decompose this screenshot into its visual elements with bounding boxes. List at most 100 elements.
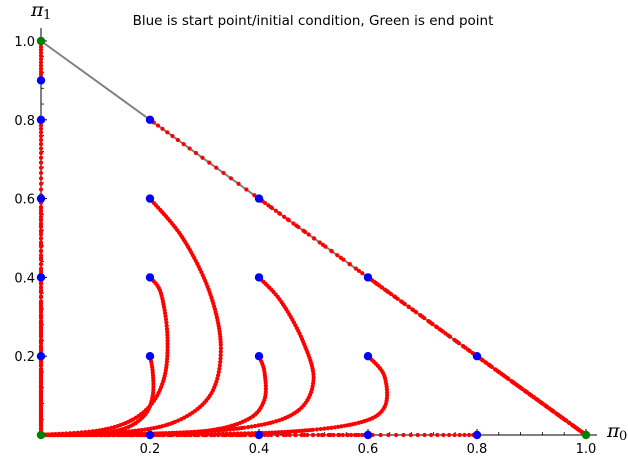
x-tick-label: 0.8 <box>467 442 488 457</box>
trajectory-point <box>112 424 117 430</box>
x-tick-label: 0.2 <box>140 442 161 457</box>
trajectory-point <box>119 432 125 438</box>
trajectory-point <box>356 420 361 425</box>
trajectory-point <box>38 150 44 156</box>
x-axis-label-subscript: 0 <box>619 429 627 444</box>
start-points-layer <box>36 76 482 440</box>
trajectory-point <box>38 56 44 62</box>
trajectory-point <box>38 133 44 139</box>
start-point <box>145 352 155 361</box>
trajectory-point <box>356 268 362 273</box>
trajectory-point <box>38 176 44 181</box>
trajectory-point <box>325 426 331 431</box>
start-point <box>145 273 155 282</box>
trajectory-point <box>563 418 568 423</box>
trajectory-point <box>38 404 44 409</box>
trajectory-point <box>567 420 572 426</box>
trajectory-point <box>388 291 394 297</box>
trajectory-point <box>138 432 144 438</box>
trajectory-point <box>555 412 560 417</box>
y-axis-label: π <box>30 0 44 21</box>
start-point <box>472 352 482 361</box>
trajectory-point <box>360 271 365 276</box>
trajectory-point <box>336 424 341 429</box>
start-point <box>145 430 155 440</box>
trajectory-point <box>135 432 140 438</box>
trajectory-point <box>98 432 103 438</box>
trajectory-point <box>142 427 147 432</box>
trajectory-1 <box>41 275 170 437</box>
trajectory-point <box>349 432 354 438</box>
trajectory-point <box>38 384 44 390</box>
trajectory-9 <box>474 354 587 436</box>
start-point <box>36 76 46 85</box>
trajectory-point <box>165 350 170 355</box>
trajectory-point <box>282 214 287 219</box>
trajectory-point <box>266 203 271 208</box>
start-point <box>36 194 46 203</box>
trajectory-point <box>38 53 44 58</box>
trajectory-point <box>329 425 334 430</box>
start-point <box>36 273 46 282</box>
trajectory-point <box>456 341 461 346</box>
trajectory-point <box>165 329 170 335</box>
trajectory-point <box>38 181 44 186</box>
trajectory-point <box>401 432 406 438</box>
trajectory-point <box>163 314 168 319</box>
trajectory-point <box>408 432 413 438</box>
trajectory-point <box>38 390 44 395</box>
trajectory-point <box>286 218 291 223</box>
trajectory-point <box>38 327 44 332</box>
trajectory-point <box>312 236 317 241</box>
trajectory-point <box>252 193 257 198</box>
trajectory-point <box>263 383 268 389</box>
trajectory-point <box>165 338 170 343</box>
trajectory-point <box>269 205 275 211</box>
trajectory-point <box>305 432 310 438</box>
trajectory-point <box>414 310 419 315</box>
trajectory-point <box>218 359 223 365</box>
y-tick-label: 0.6 <box>14 193 35 208</box>
trajectory-point <box>38 268 44 273</box>
chart-title: Blue is start point/initial condition, G… <box>133 13 494 29</box>
trajectory-point <box>447 334 453 339</box>
trajectory-point <box>418 313 423 318</box>
trajectory-point <box>382 287 387 292</box>
trajectory-point <box>38 170 44 176</box>
trajectory-point <box>97 428 102 433</box>
trajectory-point <box>215 428 220 433</box>
trajectory-point <box>217 363 222 368</box>
trajectory-point <box>217 366 222 371</box>
trajectory-point <box>38 294 44 300</box>
trajectory-point <box>218 342 223 347</box>
trajectory-point <box>72 432 77 438</box>
trajectory-point <box>340 432 345 438</box>
trajectory-point <box>38 379 44 384</box>
trajectory-point <box>38 320 44 325</box>
trajectory-point <box>570 423 575 428</box>
trajectory-point <box>331 432 336 438</box>
trajectory-point <box>236 181 241 186</box>
trajectory-point <box>335 253 340 258</box>
trajectory-point <box>38 285 44 290</box>
trajectory-point <box>452 432 457 438</box>
trajectory-point <box>337 432 342 438</box>
start-point <box>145 115 155 125</box>
trajectory-point <box>38 66 44 71</box>
trajectory-point <box>38 314 44 319</box>
trajectory-point <box>222 427 227 432</box>
trajectory-point <box>170 133 175 139</box>
trajectory-point <box>263 380 268 386</box>
trajectory-point <box>176 418 181 423</box>
trajectory-point <box>38 345 44 350</box>
trajectory-point <box>139 427 144 433</box>
trajectory-point <box>38 288 44 293</box>
trajectory-point <box>310 369 316 374</box>
trajectory-point <box>328 432 333 438</box>
trajectory-point <box>165 130 170 135</box>
start-point <box>36 352 46 361</box>
trajectory-point <box>38 307 44 313</box>
trajectory-point <box>38 160 44 165</box>
trajectory-point <box>439 328 444 333</box>
trajectory-point <box>38 363 44 368</box>
